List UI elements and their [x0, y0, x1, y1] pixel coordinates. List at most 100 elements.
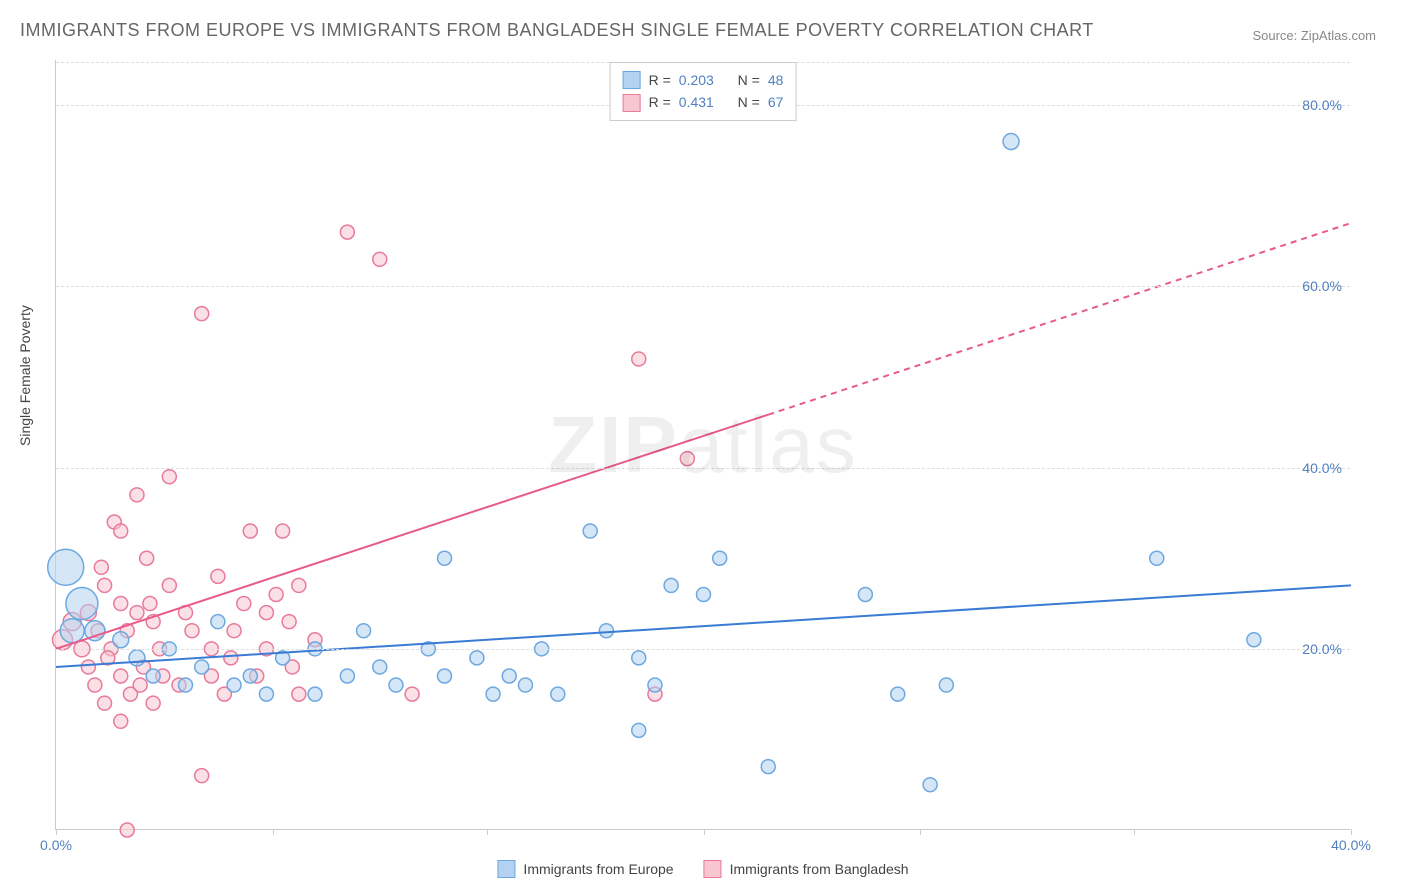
- data-point: [697, 587, 711, 601]
- data-point: [664, 578, 678, 592]
- data-point: [405, 687, 419, 701]
- data-point: [195, 660, 209, 674]
- data-point: [88, 678, 102, 692]
- data-point: [502, 669, 516, 683]
- x-tick-mark: [1351, 829, 1352, 835]
- y-tick-label: 80.0%: [1302, 97, 1342, 113]
- data-point: [94, 560, 108, 574]
- swatch-bangladesh-icon: [704, 860, 722, 878]
- x-tick-label: 0.0%: [40, 837, 72, 853]
- data-point: [438, 551, 452, 565]
- data-point: [632, 651, 646, 665]
- legend-row-bangladesh: R = 0.431 N = 67: [623, 91, 784, 113]
- data-point: [185, 624, 199, 638]
- data-point: [66, 588, 98, 620]
- y-axis-label: Single Female Poverty: [17, 305, 33, 446]
- data-point: [211, 615, 225, 629]
- data-point: [373, 252, 387, 266]
- data-point: [282, 615, 296, 629]
- data-point: [389, 678, 403, 692]
- data-point: [1247, 633, 1261, 647]
- correlation-legend: R = 0.203 N = 48 R = 0.431 N = 67: [610, 62, 797, 121]
- x-tick-mark: [1134, 829, 1135, 835]
- data-point: [243, 524, 257, 538]
- data-point: [140, 551, 154, 565]
- y-tick-label: 60.0%: [1302, 278, 1342, 294]
- trend-line: [768, 223, 1351, 415]
- data-point: [146, 696, 160, 710]
- data-point: [114, 714, 128, 728]
- chart-container: IMMIGRANTS FROM EUROPE VS IMMIGRANTS FRO…: [0, 0, 1406, 892]
- data-point: [632, 352, 646, 366]
- data-point: [470, 651, 484, 665]
- x-tick-label: 40.0%: [1331, 837, 1371, 853]
- x-tick-mark: [704, 829, 705, 835]
- source-attribution: Source: ZipAtlas.com: [1252, 28, 1376, 43]
- x-tick-mark: [56, 829, 57, 835]
- chart-plot-area: ZIPatlas R = 0.203 N = 48 R = 0.431 N = …: [55, 60, 1350, 830]
- legend-label-bangladesh: Immigrants from Bangladesh: [730, 861, 909, 877]
- y-tick-label: 40.0%: [1302, 460, 1342, 476]
- data-point: [130, 488, 144, 502]
- data-point: [373, 660, 387, 674]
- gridline: [56, 286, 1350, 287]
- gridline: [56, 468, 1350, 469]
- data-point: [143, 597, 157, 611]
- data-point: [98, 578, 112, 592]
- data-point: [269, 587, 283, 601]
- data-point: [599, 624, 613, 638]
- data-point: [340, 669, 354, 683]
- data-point: [259, 606, 273, 620]
- swatch-europe: [623, 71, 641, 89]
- data-point: [858, 587, 872, 601]
- data-point: [923, 778, 937, 792]
- data-point: [114, 669, 128, 683]
- data-point: [648, 678, 662, 692]
- data-point: [113, 632, 129, 648]
- data-point: [939, 678, 953, 692]
- data-point: [81, 660, 95, 674]
- series-legend: Immigrants from Europe Immigrants from B…: [497, 860, 908, 878]
- legend-row-europe: R = 0.203 N = 48: [623, 69, 784, 91]
- data-point: [292, 578, 306, 592]
- data-point: [259, 687, 273, 701]
- data-point: [48, 549, 84, 585]
- data-point: [237, 597, 251, 611]
- data-point: [583, 524, 597, 538]
- chart-title: IMMIGRANTS FROM EUROPE VS IMMIGRANTS FRO…: [20, 20, 1094, 41]
- data-point: [308, 687, 322, 701]
- data-point: [224, 651, 238, 665]
- x-tick-mark: [920, 829, 921, 835]
- x-tick-mark: [273, 829, 274, 835]
- data-point: [60, 619, 84, 643]
- data-point: [162, 578, 176, 592]
- data-point: [146, 669, 160, 683]
- data-point: [276, 524, 290, 538]
- legend-label-europe: Immigrants from Europe: [523, 861, 673, 877]
- data-point: [179, 678, 193, 692]
- data-point: [130, 606, 144, 620]
- data-point: [1003, 134, 1019, 150]
- data-point: [891, 687, 905, 701]
- data-point: [195, 307, 209, 321]
- data-point: [133, 678, 147, 692]
- data-point: [120, 823, 134, 837]
- gridline: [56, 649, 1350, 650]
- y-tick-label: 20.0%: [1302, 641, 1342, 657]
- data-point: [1150, 551, 1164, 565]
- data-point: [632, 723, 646, 737]
- data-point: [357, 624, 371, 638]
- legend-item-bangladesh: Immigrants from Bangladesh: [704, 860, 909, 878]
- data-point: [518, 678, 532, 692]
- data-point: [114, 524, 128, 538]
- data-point: [292, 687, 306, 701]
- data-point: [680, 452, 694, 466]
- data-point: [98, 696, 112, 710]
- x-tick-mark: [487, 829, 488, 835]
- swatch-europe-icon: [497, 860, 515, 878]
- data-point: [438, 669, 452, 683]
- data-point: [114, 597, 128, 611]
- data-point: [227, 678, 241, 692]
- data-point: [195, 769, 209, 783]
- data-point: [211, 569, 225, 583]
